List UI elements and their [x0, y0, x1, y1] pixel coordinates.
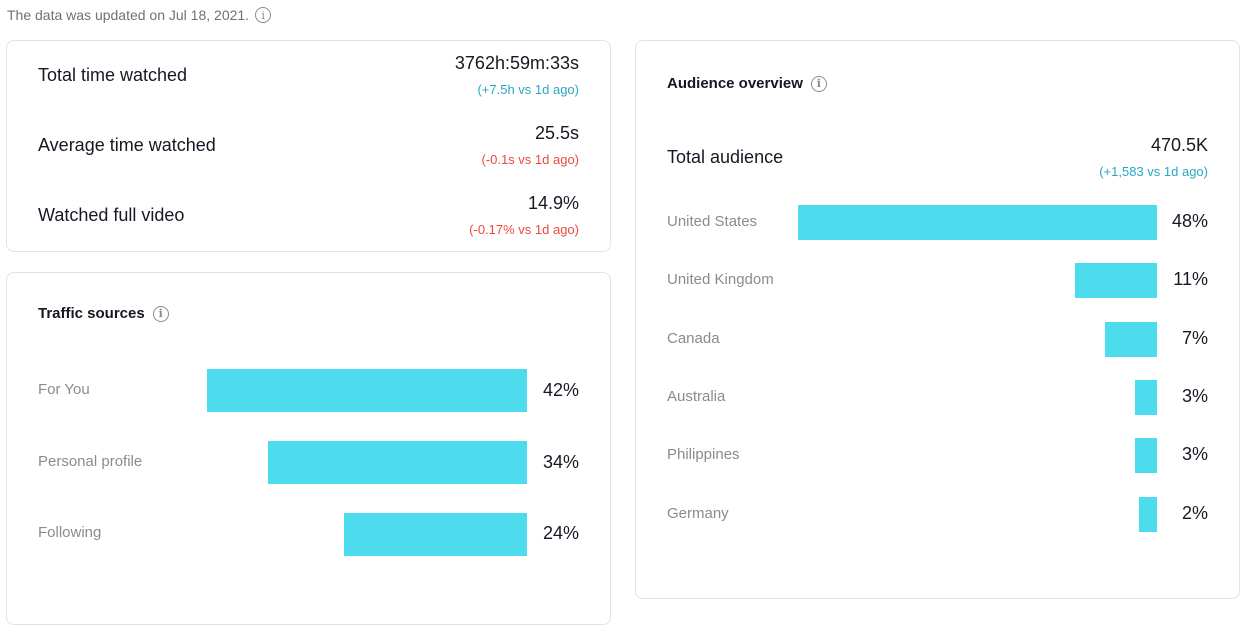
country-label: United Kingdom: [667, 271, 774, 288]
metric-value-full-video: 14.9%: [527, 193, 579, 213]
country-percent: 2%: [1181, 503, 1208, 523]
country-percent: 3%: [1181, 444, 1208, 464]
metric-value-total-time: 3762h:59m:33s: [454, 53, 579, 73]
traffic-label: For You: [38, 381, 90, 398]
audience-overview-card: Audience overview i Total audience 470.5…: [635, 40, 1240, 599]
metric-value-average-time: 25.5s: [534, 123, 579, 143]
info-icon[interactable]: i: [255, 7, 272, 23]
country-percent: 11%: [1173, 269, 1208, 289]
traffic-bar-following: [344, 513, 527, 556]
country-bar: [1134, 380, 1157, 415]
metric-delta-full-video: (-0.17% vs 1d ago): [469, 222, 579, 237]
metric-delta-total-time: (+7.5h vs 1d ago): [477, 82, 579, 97]
metric-label-total-time: Total time watched: [38, 65, 188, 85]
total-audience-value: 470.5K: [1150, 135, 1208, 155]
metric-label-average-time: Average time watched: [38, 135, 216, 155]
traffic-label: Personal profile: [38, 453, 143, 470]
traffic-sources-card: Traffic sources i For You 42% Personal p…: [6, 272, 611, 625]
country-bar: [1074, 263, 1157, 298]
total-audience-label: Total audience: [667, 147, 784, 167]
country-bar: [1104, 322, 1157, 357]
metric-delta-average-time: (-0.1s vs 1d ago): [481, 152, 579, 167]
country-bar: [1139, 497, 1157, 532]
country-percent: 3%: [1181, 386, 1208, 406]
traffic-percent: 42%: [542, 380, 579, 400]
data-updated-text: The data was updated on Jul 18, 2021.: [7, 7, 250, 23]
metrics-card: Total time watched 3762h:59m:33s (+7.5h …: [6, 40, 611, 252]
metric-label-full-video: Watched full video: [38, 205, 185, 225]
data-updated-notice: The data was updated on Jul 18, 2021. i: [7, 5, 272, 25]
country-percent: 7%: [1181, 328, 1208, 348]
traffic-bar-personal-profile: [267, 441, 527, 484]
country-label: Canada: [667, 330, 720, 347]
traffic-percent: 24%: [542, 523, 579, 543]
audience-overview-title: Audience overview i: [667, 75, 827, 92]
country-bar: [1134, 438, 1157, 473]
traffic-sources-title-text: Traffic sources: [38, 305, 145, 322]
country-label: Germany: [667, 505, 729, 522]
traffic-percent: 34%: [542, 452, 579, 472]
traffic-sources-title: Traffic sources i: [38, 305, 169, 322]
total-audience-delta: (+1,583 vs 1d ago): [1099, 164, 1208, 179]
info-icon[interactable]: i: [152, 305, 169, 322]
traffic-label: Following: [38, 524, 102, 541]
traffic-bar-for-you: [207, 369, 527, 412]
country-bar: [798, 205, 1157, 240]
country-percent: 48%: [1171, 211, 1208, 231]
country-label: Australia: [667, 388, 726, 405]
country-label: United States: [667, 213, 758, 230]
info-icon[interactable]: i: [810, 75, 827, 92]
country-label: Philippines: [667, 446, 740, 463]
audience-overview-title-text: Audience overview: [667, 75, 803, 92]
